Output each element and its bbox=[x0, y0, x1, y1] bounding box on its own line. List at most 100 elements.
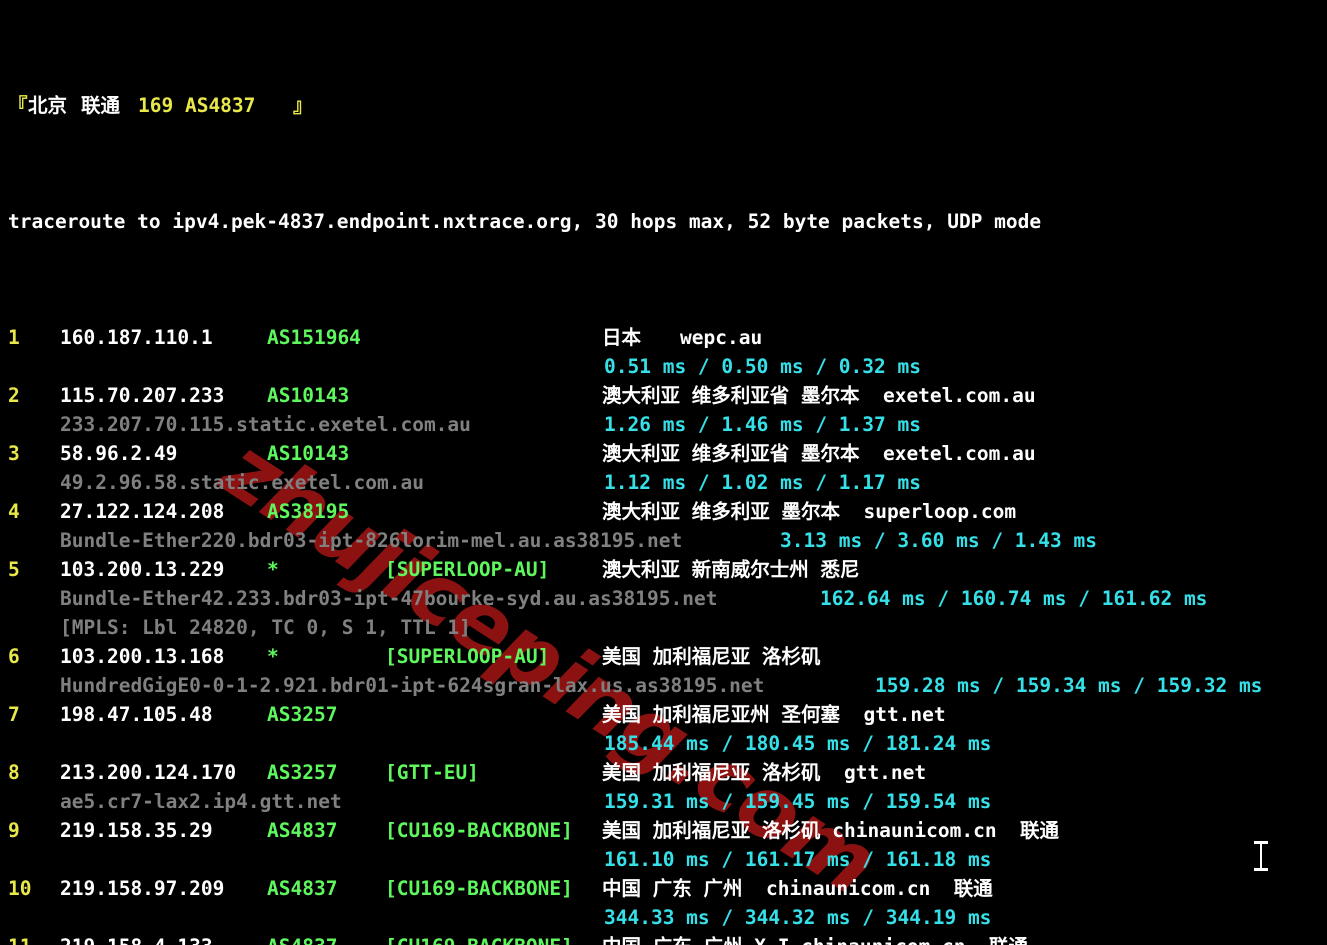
hop-number: 6 bbox=[8, 645, 20, 668]
hop-ip: 115.70.207.233 bbox=[60, 384, 225, 407]
table-row-mpls: [MPLS: Lbl 24820, TC 0, S 1, TTL 1] bbox=[8, 613, 1327, 642]
table-row: 6 103.200.13.168 * [SUPERLOOP-AU] 美国 加利福尼亚 洛… bbox=[8, 642, 1327, 671]
hop-number: 1 bbox=[8, 326, 20, 349]
hop-ip: 213.200.124.170 bbox=[60, 761, 237, 784]
table-row-detail: 0.51 ms / 0.50 ms / 0.32 ms bbox=[8, 352, 1327, 381]
table-row: 8 213.200.124.170 AS3257 [GTT-EU] 美国 加利福尼亚 洛… bbox=[8, 758, 1327, 787]
table-row: 4 27.122.124.208 AS38195 澳大利亚 维多利亚 墨尔本 supe… bbox=[8, 497, 1327, 526]
hop-mpls: [MPLS: Lbl 24820, TC 0, S 1, TTL 1] bbox=[60, 616, 471, 639]
hop-asn: * bbox=[267, 645, 279, 668]
hop-rtt: 3.13 ms / 3.60 ms / 1.43 ms bbox=[780, 529, 1097, 552]
hop-rows-container: 1 160.187.110.1 AS151964 日本 wepc.au 0.51 ms … bbox=[8, 323, 1327, 945]
hop-geo: 澳大利亚 维多利亚省 墨尔本 exetel.com.au bbox=[602, 442, 1036, 465]
hop-ip: 219.158.4.133 bbox=[60, 932, 213, 945]
hop-rtt: 344.33 ms / 344.32 ms / 344.19 ms bbox=[604, 906, 992, 929]
table-row: 5 103.200.13.229 * [SUPERLOOP-AU] 澳大利亚 新南威尔士… bbox=[8, 555, 1327, 584]
table-row-detail: ae5.cr7-lax2.ip4.gtt.net 159.31 ms / 159.… bbox=[8, 787, 1327, 816]
hop-rtt: 1.26 ms / 1.46 ms / 1.37 ms bbox=[604, 413, 921, 436]
hop-asn: * bbox=[267, 558, 279, 581]
table-row: 3 58.96.2.49 AS10143 澳大利亚 维多利亚省 墨尔本 exetel.… bbox=[8, 439, 1327, 468]
hop-rtt: 161.10 ms / 161.17 ms / 161.18 ms bbox=[604, 848, 992, 871]
hop-number: 3 bbox=[8, 442, 20, 465]
hop-hostname: Bundle-Ether220.bdr03-ipt-826lorim-mel.a… bbox=[60, 529, 683, 552]
banner-bracket-open: 『 bbox=[8, 94, 28, 117]
table-row-detail: 161.10 ms / 161.17 ms / 161.18 ms bbox=[8, 845, 1327, 874]
hop-asn: AS38195 bbox=[267, 500, 350, 523]
hop-geo: 美国 加利福尼亚州 圣何塞 gtt.net bbox=[602, 703, 946, 726]
hop-geo: 美国 加利福尼亚 洛杉矶 chinaunicom.cn 联通 bbox=[602, 819, 1060, 842]
table-row-detail: HundredGigE0-0-1-2.921.bdr01-ipt-624sgra… bbox=[8, 671, 1327, 700]
hop-tag: [CU169-BACKBONE] bbox=[385, 877, 573, 900]
hop-hostname: 49.2.96.58.static.exetel.com.au bbox=[60, 471, 424, 494]
hop-tag: [SUPERLOOP-AU] bbox=[385, 558, 550, 581]
hop-asn: AS3257 bbox=[267, 761, 338, 784]
hop-asn: AS4837 bbox=[267, 819, 338, 842]
hop-rtt: 185.44 ms / 180.45 ms / 181.24 ms bbox=[604, 732, 992, 755]
hop-hostname: ae5.cr7-lax2.ip4.gtt.net bbox=[60, 790, 342, 813]
hop-number: 7 bbox=[8, 703, 20, 726]
hop-tag: [CU169-BACKBONE] bbox=[385, 932, 573, 945]
hop-rtt: 1.12 ms / 1.02 ms / 1.17 ms bbox=[604, 471, 921, 494]
table-row: 11 219.158.4.133 AS4837 [CU169-BACKBONE] 中国 … bbox=[8, 932, 1327, 945]
banner-city: 北京 bbox=[28, 94, 68, 117]
hop-rtt: 0.51 ms / 0.50 ms / 0.32 ms bbox=[604, 355, 921, 378]
hop-asn: AS10143 bbox=[267, 442, 350, 465]
hop-geo: 美国 加利福尼亚 洛杉矶 bbox=[602, 645, 821, 668]
table-row-detail: 49.2.96.58.static.exetel.com.au 1.12 ms /… bbox=[8, 468, 1327, 497]
hop-geo: 中国 广东 广州 X-I chinaunicom.cn 联通 bbox=[602, 932, 1028, 945]
hop-number: 9 bbox=[8, 819, 20, 842]
hop-hostname: Bundle-Ether42.233.bdr03-ipt-47bourke-sy… bbox=[60, 587, 718, 610]
table-row-detail: 185.44 ms / 180.45 ms / 181.24 ms bbox=[8, 729, 1327, 758]
hop-tag: [SUPERLOOP-AU] bbox=[385, 645, 550, 668]
hop-number: 5 bbox=[8, 558, 20, 581]
hop-hostname: HundredGigE0-0-1-2.921.bdr01-ipt-624sgra… bbox=[60, 674, 765, 697]
hop-tag: [CU169-BACKBONE] bbox=[385, 819, 573, 842]
table-row-detail: 344.33 ms / 344.32 ms / 344.19 ms bbox=[8, 903, 1327, 932]
table-row: 7 198.47.105.48 AS3257 美国 加利福尼亚州 圣何塞 gtt.ne… bbox=[8, 700, 1327, 729]
hop-geo: 日本 wepc.au bbox=[602, 326, 763, 349]
hop-ip: 198.47.105.48 bbox=[60, 703, 213, 726]
hop-rtt: 159.31 ms / 159.45 ms / 159.54 ms bbox=[604, 790, 992, 813]
table-row: 2 115.70.207.233 AS10143 澳大利亚 维多利亚省 墨尔本 exe… bbox=[8, 381, 1327, 410]
table-row-detail: Bundle-Ether42.233.bdr03-ipt-47bourke-sy… bbox=[8, 584, 1327, 613]
hop-asn: AS3257 bbox=[267, 703, 338, 726]
hop-ip: 219.158.97.209 bbox=[60, 877, 225, 900]
banner-isp: 联通 bbox=[81, 94, 121, 117]
hop-ip: 103.200.13.229 bbox=[60, 558, 225, 581]
banner-line: 『 北京 联通 169 AS4837 』 bbox=[8, 91, 1327, 120]
text-cursor bbox=[1254, 841, 1268, 871]
hop-asn: AS4837 bbox=[267, 877, 338, 900]
hop-number: 10 bbox=[8, 877, 32, 900]
table-row: 9 219.158.35.29 AS4837 [CU169-BACKBONE] 美国 加… bbox=[8, 816, 1327, 845]
hop-geo: 中国 广东 广州 chinaunicom.cn 联通 bbox=[602, 877, 993, 900]
hop-geo: 美国 加利福尼亚 洛杉矶 gtt.net bbox=[602, 761, 927, 784]
table-row-detail: 233.207.70.115.static.exetel.com.au 1.26 … bbox=[8, 410, 1327, 439]
hop-number: 8 bbox=[8, 761, 20, 784]
table-row-detail: Bundle-Ether220.bdr03-ipt-826lorim-mel.a… bbox=[8, 526, 1327, 555]
hop-number: 4 bbox=[8, 500, 20, 523]
hop-ip: 219.158.35.29 bbox=[60, 819, 213, 842]
banner-bracket-close: 』 bbox=[293, 94, 313, 117]
hop-rtt: 162.64 ms / 160.74 ms / 161.62 ms bbox=[820, 587, 1208, 610]
hop-ip: 103.200.13.168 bbox=[60, 645, 225, 668]
hop-number: 11 bbox=[8, 932, 31, 945]
hop-geo: 澳大利亚 维多利亚 墨尔本 superloop.com bbox=[602, 500, 1017, 523]
command-line-text: traceroute to ipv4.pek-4837.endpoint.nxt… bbox=[8, 210, 1042, 233]
table-row: 10 219.158.97.209 AS4837 [CU169-BACKBONE] 中国… bbox=[8, 874, 1327, 903]
hop-tag: [GTT-EU] bbox=[385, 761, 479, 784]
hop-ip: 160.187.110.1 bbox=[60, 326, 213, 349]
hop-ip: 58.96.2.49 bbox=[60, 442, 178, 465]
hop-rtt: 159.28 ms / 159.34 ms / 159.32 ms bbox=[875, 674, 1263, 697]
table-row: 1 160.187.110.1 AS151964 日本 wepc.au bbox=[8, 323, 1327, 352]
hop-asn: AS10143 bbox=[267, 384, 350, 407]
hop-hostname: 233.207.70.115.static.exetel.com.au bbox=[60, 413, 471, 436]
hop-ip: 27.122.124.208 bbox=[60, 500, 225, 523]
hop-asn: AS151964 bbox=[267, 326, 361, 349]
command-line: traceroute to ipv4.pek-4837.endpoint.nxt… bbox=[8, 207, 1327, 236]
hop-asn: AS4837 bbox=[267, 932, 337, 945]
hop-number: 2 bbox=[8, 384, 20, 407]
hop-geo: 澳大利亚 维多利亚省 墨尔本 exetel.com.au bbox=[602, 384, 1036, 407]
banner-route: 169 AS4837 bbox=[138, 94, 256, 117]
hop-geo: 澳大利亚 新南威尔士州 悉尼 bbox=[602, 558, 860, 581]
